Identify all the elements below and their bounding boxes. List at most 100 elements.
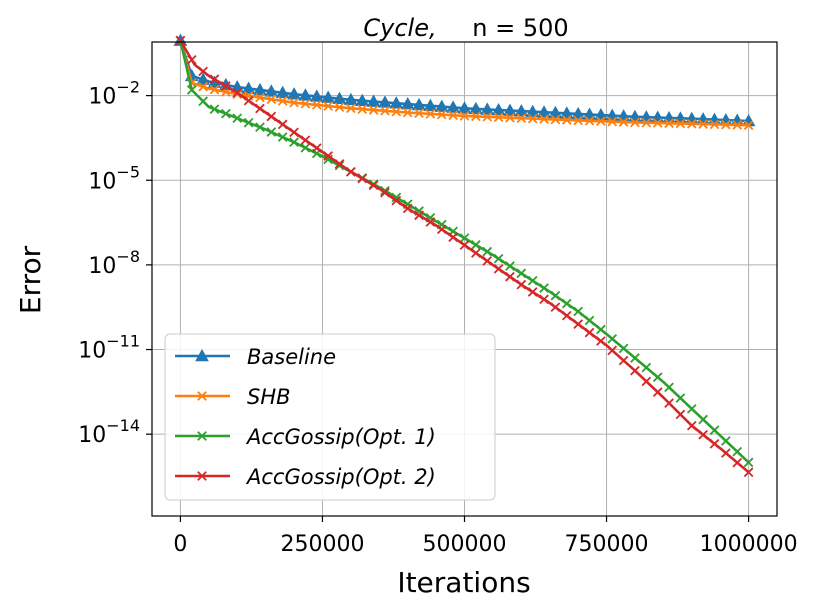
y-axis-label: Error — [14, 245, 47, 314]
baseline-marker — [275, 85, 290, 99]
accgossip-opt-2-marker — [277, 119, 288, 130]
accgossip-opt-2-marker — [482, 256, 493, 266]
accgossip-opt-2-marker — [175, 35, 186, 46]
chart-title: Cycle, n = 500 — [363, 14, 568, 42]
series-shb — [175, 35, 754, 131]
accgossip-opt-2-marker — [618, 355, 629, 366]
accgossip-opt-2-marker — [448, 232, 458, 243]
baseline-marker — [264, 84, 279, 97]
y-tick-label: 10−8 — [88, 247, 140, 279]
accgossip-opt-1-marker — [664, 382, 674, 393]
shb-marker — [709, 119, 720, 130]
baseline-marker — [446, 100, 460, 113]
baseline-marker — [355, 93, 370, 106]
accgossip-opt-2-marker — [402, 203, 413, 214]
accgossip-opt-2-marker — [346, 166, 356, 177]
accgossip-opt-2-marker — [709, 438, 720, 449]
accgossip-opt-2-marker — [243, 95, 254, 106]
shb-marker — [641, 117, 652, 128]
baseline-marker — [378, 95, 392, 108]
baseline-marker — [469, 101, 483, 115]
x-tick-label: 500000 — [423, 532, 507, 557]
shb-marker — [664, 118, 674, 129]
shb-marker — [311, 100, 322, 110]
accgossip-opt-2-marker — [380, 187, 390, 198]
shb-marker — [334, 102, 345, 113]
accgossip-opt-2-marker — [743, 467, 754, 478]
accgossip-opt-1-marker — [550, 290, 561, 301]
shb-marker — [482, 111, 493, 122]
shb-marker — [607, 116, 618, 127]
shb-marker — [323, 101, 333, 111]
baseline-marker — [321, 90, 335, 103]
x-axis-label: Iterations — [397, 566, 530, 599]
baseline-marker — [457, 101, 472, 114]
y-tick-label: 10−2 — [88, 78, 140, 110]
baseline-marker — [537, 105, 551, 118]
shb-marker — [493, 112, 504, 123]
accgossip-opt-2-marker — [686, 420, 697, 431]
accgossip-opt-1-marker — [607, 333, 618, 344]
accgossip-opt-1-marker — [596, 324, 606, 335]
legend-swatch-marker — [195, 348, 209, 362]
shb-marker — [596, 116, 606, 127]
accgossip-opt-1-marker — [516, 268, 527, 279]
accgossip-opt-1-marker — [630, 353, 640, 363]
y-tick-label: 10−5 — [88, 162, 140, 194]
accgossip-opt-2-marker — [721, 448, 731, 458]
accgossip-opt-1-marker — [698, 414, 708, 425]
baseline-marker — [571, 106, 585, 120]
shb-marker — [698, 119, 708, 129]
accgossip-opt-2-marker — [232, 87, 243, 98]
accgossip-opt-2-marker — [664, 398, 674, 408]
accgossip-opt-2-marker — [698, 429, 708, 440]
accgossip-opt-2-marker — [732, 457, 743, 468]
shb-marker — [368, 105, 379, 115]
baseline-marker — [400, 97, 415, 110]
baseline-marker — [491, 102, 506, 116]
accgossip-opt-2-marker — [357, 173, 368, 184]
baseline-marker — [366, 94, 381, 107]
accgossip-opt-1-marker — [186, 85, 197, 95]
accgossip-opt-2-marker — [221, 81, 231, 91]
shb-marker — [527, 113, 538, 124]
accgossip-opt-2-marker — [425, 217, 436, 227]
accgossip-opt-2-marker — [641, 376, 652, 387]
shb-marker — [630, 117, 640, 128]
accgossip-opt-2-marker — [255, 103, 265, 114]
accgossip-opt-2-marker — [436, 224, 447, 235]
accgossip-opt-2-marker — [584, 327, 595, 338]
accgossip-opt-2-marker — [539, 294, 549, 305]
shb-marker — [675, 118, 686, 129]
legend-item-baseline: Baseline — [175, 345, 336, 369]
accgossip-opt-1-marker — [391, 192, 402, 203]
x-tick-label: 1000000 — [700, 532, 798, 557]
accgossip-opt-2-marker — [652, 387, 663, 397]
accgossip-opt-1-marker — [561, 298, 572, 309]
baseline-marker — [298, 88, 313, 101]
series-layer — [173, 33, 756, 478]
accgossip-opt-1-marker — [709, 425, 720, 436]
shb-marker — [743, 120, 754, 131]
accgossip-opt-2-marker — [391, 195, 402, 206]
shb-marker — [357, 104, 368, 114]
y-axis-ticks: 10−2 10−5 10−8 10−11 10−14 — [78, 78, 152, 448]
accgossip-opt-1-marker — [471, 240, 481, 250]
accgossip-opt-2-marker — [516, 279, 527, 290]
shb-marker — [425, 109, 436, 119]
shb-marker — [732, 120, 743, 130]
baseline-marker — [548, 105, 563, 119]
accgossip-opt-1-marker — [255, 122, 265, 133]
accgossip-opt-1-marker — [732, 446, 743, 457]
accgossip-opt-1-marker — [482, 246, 493, 257]
accgossip-opt-1-marker — [277, 132, 288, 142]
accgossip-opt-1-marker — [652, 372, 663, 383]
shb-marker — [721, 119, 731, 130]
accgossip-opt-2-marker — [311, 143, 322, 153]
shb-marker — [289, 97, 299, 108]
shb-marker — [436, 109, 447, 120]
shb-marker — [561, 115, 572, 125]
shb-marker — [277, 96, 288, 106]
series-accgossip-opt-2 — [175, 35, 754, 478]
